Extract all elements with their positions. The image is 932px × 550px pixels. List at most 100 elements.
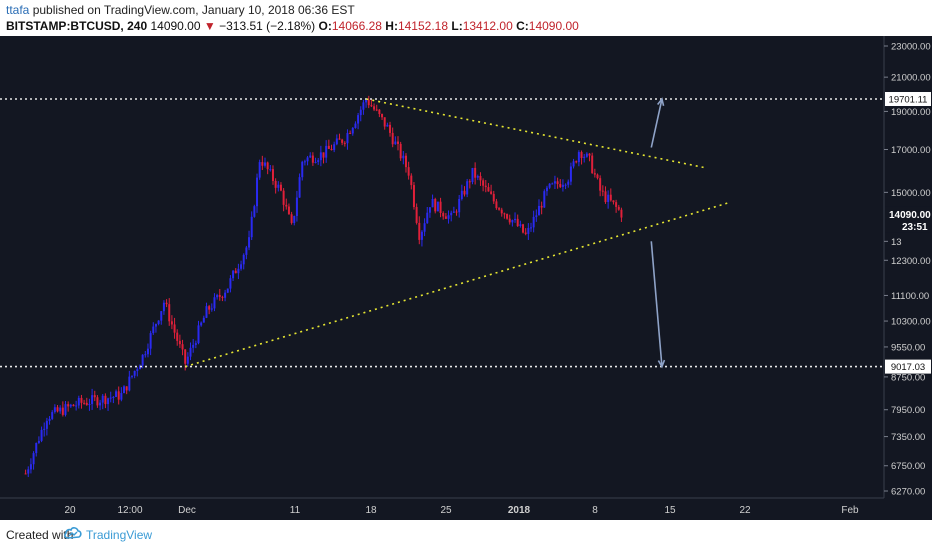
candle-body bbox=[319, 152, 322, 161]
candle-body bbox=[88, 404, 91, 406]
candle-body bbox=[532, 216, 535, 228]
candle-body bbox=[141, 354, 144, 366]
candle-body bbox=[615, 202, 618, 207]
candle-body bbox=[144, 354, 147, 356]
close-value: 14090.00 bbox=[528, 19, 579, 33]
candle-body bbox=[553, 181, 556, 184]
price-tick-label: 11100.00 bbox=[891, 291, 929, 302]
candle-body bbox=[607, 194, 610, 203]
candle-body bbox=[48, 418, 51, 421]
candle-body bbox=[160, 311, 163, 321]
candle-body bbox=[367, 100, 370, 106]
trend-line bbox=[366, 98, 708, 169]
candle-body bbox=[293, 215, 296, 223]
candle-body bbox=[250, 216, 253, 238]
candle-body bbox=[439, 201, 442, 213]
low-label: L: bbox=[451, 19, 463, 33]
candle-body bbox=[354, 123, 357, 128]
candle-body bbox=[537, 205, 540, 216]
candle-body bbox=[434, 199, 437, 212]
candle-body bbox=[484, 185, 487, 188]
candle-body bbox=[399, 143, 402, 159]
candle-body bbox=[213, 297, 216, 309]
candle-body bbox=[474, 167, 477, 178]
symbol-label[interactable]: BITSTAMP:BTCUSD, 240 bbox=[6, 19, 148, 33]
candle-body bbox=[248, 237, 251, 248]
candle-body bbox=[101, 395, 104, 403]
candle-body bbox=[487, 187, 490, 192]
candle-body bbox=[359, 109, 362, 116]
candle-body bbox=[452, 211, 455, 213]
candle-body bbox=[527, 227, 530, 234]
change-value: −313.51 (−2.18%) bbox=[219, 19, 316, 33]
candle-body bbox=[466, 181, 469, 195]
candle-body bbox=[162, 302, 165, 312]
candle-body bbox=[450, 212, 453, 216]
price-chart[interactable]: 23000.00 21000.00 19000.00 17000.00 15000.00… bbox=[0, 36, 932, 520]
candle-body bbox=[556, 181, 559, 185]
candle-body bbox=[178, 340, 181, 345]
price-tick-label: 19000.00 bbox=[891, 107, 931, 118]
candle-body bbox=[96, 397, 99, 406]
candle-body bbox=[208, 306, 211, 310]
candle-body bbox=[314, 161, 317, 163]
candle-body bbox=[389, 124, 392, 133]
candle-body bbox=[476, 176, 479, 178]
tradingview-brand[interactable]: TradingView bbox=[86, 528, 153, 542]
candle-body bbox=[604, 191, 607, 203]
price-axis[interactable] bbox=[884, 36, 932, 520]
candle-body bbox=[551, 183, 554, 185]
trend-lines bbox=[185, 98, 729, 368]
candle-body bbox=[564, 184, 567, 186]
candle-body bbox=[109, 397, 112, 399]
candle-body bbox=[99, 402, 102, 406]
candle-body bbox=[43, 428, 46, 430]
candle-body bbox=[620, 209, 623, 218]
chart-background bbox=[0, 36, 932, 520]
candle-body bbox=[120, 393, 123, 400]
candle-body bbox=[490, 191, 493, 194]
candle-body bbox=[224, 292, 227, 298]
candle-body bbox=[59, 407, 62, 412]
chart-area[interactable]: 23000.00 21000.00 19000.00 17000.00 15000.00… bbox=[0, 36, 932, 520]
candle-body bbox=[346, 132, 349, 144]
candle-body bbox=[351, 127, 354, 134]
chart-header: ttafa published on TradingView.com, Janu… bbox=[0, 0, 932, 36]
time-tick-label: 15 bbox=[664, 505, 676, 516]
candle-body bbox=[306, 157, 309, 162]
candle-body bbox=[125, 386, 128, 391]
candle-body bbox=[192, 344, 195, 348]
arrow-shaft bbox=[650, 98, 663, 148]
time-axis-labels: 20 12:00 Dec 11 18 25 2018 8 15 22 Feb bbox=[64, 505, 859, 516]
candle-body bbox=[471, 167, 474, 183]
candle-body bbox=[492, 193, 495, 202]
candle-body bbox=[370, 105, 373, 107]
candle-series bbox=[24, 95, 623, 478]
candle-body bbox=[295, 197, 298, 216]
candle-body bbox=[261, 162, 264, 166]
candle-body bbox=[290, 214, 293, 223]
candle-body bbox=[498, 208, 501, 210]
candle-body bbox=[170, 321, 173, 325]
candle-body bbox=[609, 194, 612, 201]
author-link[interactable]: ttafa bbox=[6, 3, 30, 17]
candle-body bbox=[149, 333, 152, 349]
candle-body bbox=[442, 212, 445, 217]
arrow-head bbox=[656, 97, 665, 107]
candle-body bbox=[186, 356, 189, 364]
candle-body bbox=[138, 365, 141, 370]
candle-body bbox=[40, 429, 43, 441]
candle-body bbox=[202, 317, 205, 323]
price-tick-label: 23000.00 bbox=[891, 42, 931, 53]
candle-body bbox=[423, 223, 426, 232]
time-axis[interactable] bbox=[0, 498, 884, 520]
price-tick-label: 12300.00 bbox=[891, 256, 931, 267]
price-axis-labels: 23000.00 21000.00 19000.00 17000.00 15000.00… bbox=[884, 42, 931, 498]
candle-body bbox=[503, 213, 506, 215]
candle-body bbox=[428, 207, 431, 213]
candle-body bbox=[519, 224, 522, 227]
candle-body bbox=[229, 278, 232, 289]
candle-body bbox=[543, 191, 546, 208]
price-tick-label: 7350.00 bbox=[891, 432, 925, 443]
candle-body bbox=[226, 288, 229, 293]
